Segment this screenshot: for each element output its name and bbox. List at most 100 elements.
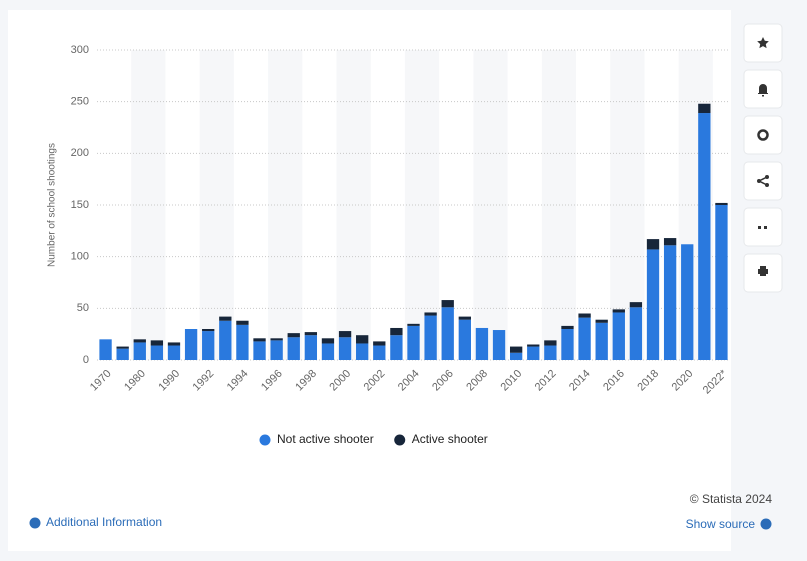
bar-segment xyxy=(287,337,300,360)
legend-label: Active shooter xyxy=(412,432,488,446)
bar-segment xyxy=(321,343,335,360)
bar-segment xyxy=(527,344,540,347)
bar-segment xyxy=(629,302,643,308)
bar-segment xyxy=(219,316,232,321)
bar-segment xyxy=(99,339,112,360)
bar-segment xyxy=(116,346,129,349)
bar-segment xyxy=(287,333,300,338)
share-button[interactable] xyxy=(743,161,783,201)
legend-marker xyxy=(394,434,406,446)
print-icon xyxy=(758,266,768,276)
additional-information[interactable]: Additional Information xyxy=(46,515,162,529)
bar-segment xyxy=(253,341,266,360)
band xyxy=(541,50,577,360)
show-source[interactable]: Show source xyxy=(686,517,756,531)
bar-segment xyxy=(681,244,694,360)
share-dot xyxy=(765,175,769,179)
bar-segment xyxy=(441,307,454,360)
y-tick-label: 250 xyxy=(71,96,89,108)
bar-segment xyxy=(544,340,557,346)
bar-segment xyxy=(338,331,352,338)
bar-segment xyxy=(544,345,557,360)
bar-segment xyxy=(561,329,574,360)
bar-segment xyxy=(133,342,146,360)
bar-segment xyxy=(407,323,420,326)
legend-marker xyxy=(259,434,271,446)
bar-segment xyxy=(270,340,283,360)
cite-button[interactable] xyxy=(743,207,783,247)
bar-segment xyxy=(390,327,403,336)
y-axis-label: Number of school shootings xyxy=(47,143,58,267)
bar-segment xyxy=(304,332,318,336)
bar-segment xyxy=(663,245,677,360)
bar-segment xyxy=(458,319,471,360)
bar-segment xyxy=(304,335,318,360)
bar-segment xyxy=(270,338,283,341)
y-tick-label: 0 xyxy=(83,354,89,366)
y-tick-label: 50 xyxy=(77,302,89,314)
bar-segment xyxy=(356,335,369,344)
bar-segment xyxy=(612,312,625,360)
y-tick-label: 100 xyxy=(71,251,89,263)
bar-segment xyxy=(441,300,454,308)
bar-segment xyxy=(133,339,146,343)
bar-segment xyxy=(219,320,232,360)
bar-segment xyxy=(116,348,129,360)
bar-segment xyxy=(167,345,181,360)
bar-segment xyxy=(698,113,711,361)
bar-segment xyxy=(715,202,728,205)
quote-icon xyxy=(758,226,767,229)
band xyxy=(336,50,371,360)
bar-segment xyxy=(578,313,591,318)
share-dot xyxy=(757,179,761,183)
bar-segment xyxy=(595,322,608,360)
info-icon[interactable] xyxy=(760,518,772,530)
bar-segment xyxy=(390,335,403,360)
bar-segment xyxy=(202,331,215,360)
bar-segment xyxy=(236,320,249,325)
bar-segment xyxy=(629,307,643,360)
bar-segment xyxy=(150,340,164,346)
y-tick-label: 300 xyxy=(71,44,89,56)
bell-icon xyxy=(758,84,768,97)
y-tick-label: 150 xyxy=(71,199,89,211)
bar-segment xyxy=(561,325,574,329)
bar-segment xyxy=(167,342,181,346)
toolbar xyxy=(743,23,783,293)
star-icon xyxy=(757,37,769,49)
bar-segment xyxy=(663,238,677,246)
bar-segment xyxy=(646,249,660,360)
bar-segment xyxy=(509,346,523,353)
bar-segment xyxy=(698,103,711,114)
bar-segment xyxy=(458,316,471,320)
bar-segment xyxy=(150,345,164,360)
bar-segment xyxy=(202,329,215,332)
bar-segment xyxy=(595,319,608,323)
bar-segment xyxy=(527,346,540,360)
bar-segment xyxy=(612,309,625,313)
band xyxy=(268,50,303,360)
bar-segment xyxy=(321,338,335,344)
copyright[interactable]: © Statista 2024 xyxy=(690,492,773,506)
settings-button[interactable] xyxy=(743,115,783,155)
info-icon[interactable] xyxy=(29,517,41,529)
legend-label: Not active shooter xyxy=(277,432,374,446)
bar-segment xyxy=(338,337,352,360)
bar-segment xyxy=(184,329,198,360)
bar-segment xyxy=(356,343,369,360)
band xyxy=(199,50,234,360)
bar-segment xyxy=(424,315,437,360)
bar-segment xyxy=(407,325,420,360)
bar-segment xyxy=(475,327,489,360)
bar-segment xyxy=(373,341,386,346)
bar-segment xyxy=(509,352,523,360)
bar-segment xyxy=(578,317,591,360)
bar-segment xyxy=(424,312,437,316)
bar-segment xyxy=(646,239,660,250)
bar-segment xyxy=(253,338,266,342)
bar-segment xyxy=(373,345,386,360)
y-tick-label: 200 xyxy=(71,147,89,159)
bar-segment xyxy=(492,330,506,360)
gear-icon xyxy=(757,129,769,141)
